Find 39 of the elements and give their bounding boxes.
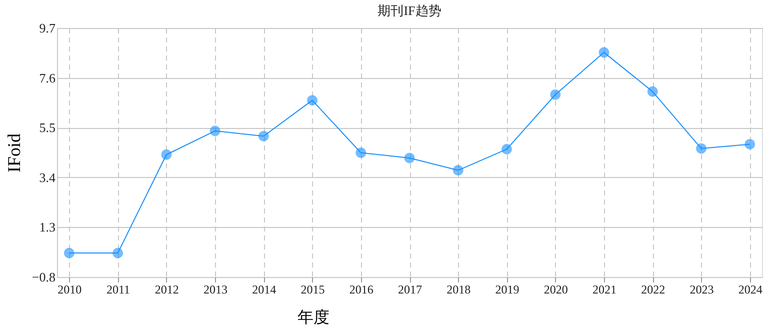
point [550, 89, 561, 100]
point [258, 130, 269, 142]
point [696, 143, 706, 154]
x-tick-label: 2021 [592, 282, 616, 296]
x-tick-label: 2022 [641, 282, 666, 296]
point [161, 149, 172, 160]
chart-title: 期刊IF趋势 [378, 3, 442, 18]
x-tick-label: 2014 [252, 282, 276, 296]
point [501, 144, 512, 154]
point [307, 95, 318, 106]
x-tick-label: 2020 [544, 282, 568, 296]
x-axis-title: 年度 [298, 308, 330, 326]
x-tick-label: 2015 [300, 282, 325, 296]
y-tick-label: 7.6 [39, 70, 56, 86]
y-axis-title: IFoid [4, 133, 24, 173]
y-tick-label: −0.8 [32, 270, 56, 284]
point [210, 126, 220, 136]
point [744, 138, 756, 150]
point [404, 152, 415, 164]
x-tick-label: 2012 [154, 282, 179, 296]
x-tick-label: 2019 [495, 282, 520, 296]
x-tick-label: 2013 [204, 282, 228, 296]
point [598, 47, 610, 58]
point [64, 248, 74, 258]
x-tick-label: 2023 [690, 282, 714, 296]
x-tick-label: 2011 [106, 282, 130, 296]
y-tick-label: 3.4 [39, 170, 56, 185]
point [112, 248, 124, 258]
point [647, 86, 658, 97]
point [452, 165, 464, 176]
y-tick-label: 1.3 [39, 220, 56, 235]
point [356, 148, 366, 158]
x-tick-label: 2016 [349, 282, 374, 296]
y-tick-label: 9.7 [39, 20, 56, 36]
x-tick-label: 2017 [398, 282, 422, 296]
x-tick-label: 2024 [738, 282, 762, 296]
x-tick-label: 2018 [446, 282, 471, 296]
x-tick-label: 2010 [58, 282, 82, 296]
y-tick-label: 5.5 [39, 120, 56, 136]
